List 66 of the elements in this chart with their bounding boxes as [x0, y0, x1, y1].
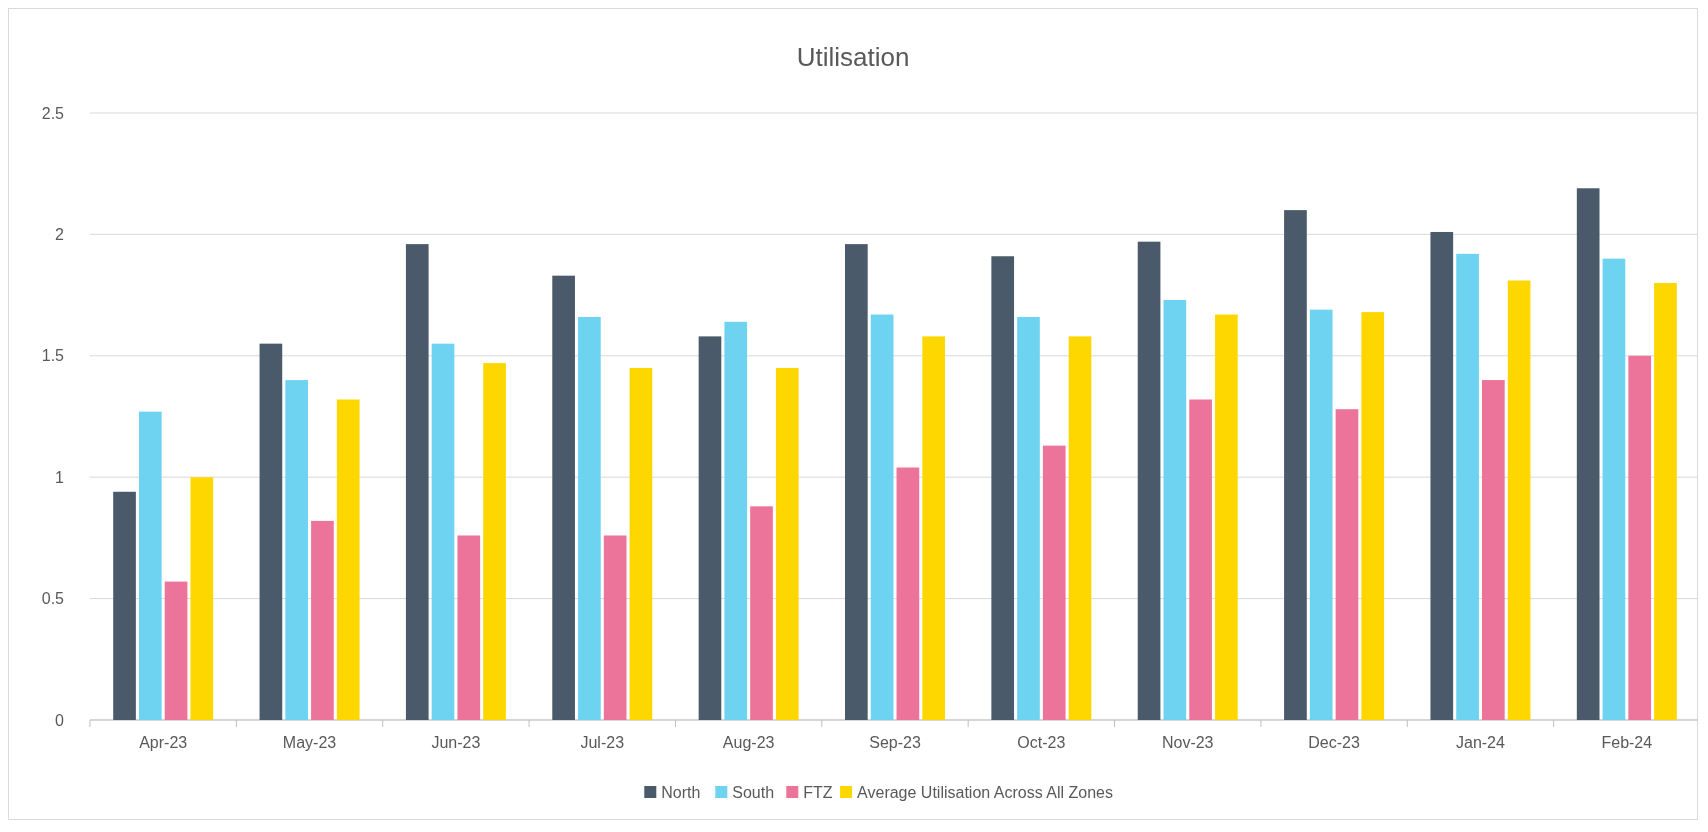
- bar: [552, 275, 575, 720]
- x-tick-label: Jun-23: [431, 734, 481, 751]
- bar: [405, 244, 429, 720]
- x-tick-label: Jul-23: [580, 734, 625, 751]
- legend-label: South: [732, 784, 775, 801]
- chart-title: Utilisation: [796, 42, 910, 72]
- y-tick-label: 1.5: [41, 347, 65, 365]
- x-tick-label: Nov-23: [1161, 734, 1214, 751]
- bar: [1576, 188, 1600, 720]
- bar: [1017, 316, 1040, 720]
- x-tick-label: Jan-24: [1455, 734, 1506, 751]
- bar: [113, 491, 136, 720]
- legend-label: North: [661, 784, 701, 801]
- bar: [1284, 210, 1307, 720]
- y-tick-label: 0: [55, 711, 65, 729]
- bar: [750, 506, 773, 720]
- bar: [896, 467, 920, 720]
- y-tick-label: 1: [55, 468, 65, 486]
- bar: [1456, 253, 1479, 720]
- bar: [164, 581, 188, 720]
- bar: [991, 256, 1015, 720]
- bar: [578, 316, 601, 720]
- bar: [190, 477, 214, 720]
- bar: [629, 367, 653, 720]
- bar: [1628, 355, 1652, 720]
- bar: [483, 363, 506, 720]
- x-tick-label: May-23: [282, 734, 337, 751]
- x-tick-label: Dec-23: [1308, 734, 1360, 751]
- x-tick-label: Sep-23: [869, 734, 921, 751]
- y-tick-label: 2: [55, 226, 65, 243]
- bar: [724, 321, 748, 720]
- bar: [1309, 309, 1333, 720]
- bar: [1507, 280, 1531, 720]
- bar: [431, 343, 455, 720]
- bar: [138, 411, 162, 720]
- bar: [336, 399, 360, 720]
- bar: [259, 343, 283, 720]
- x-tick-label: Oct-23: [1017, 734, 1066, 751]
- bar: [1215, 314, 1238, 720]
- bar: [285, 380, 308, 720]
- bar: [1482, 380, 1505, 720]
- bar: [1137, 241, 1161, 720]
- bar: [922, 336, 945, 720]
- y-tick-label: 2.5: [41, 104, 65, 122]
- bar: [457, 535, 481, 720]
- x-tick-label: Feb-24: [1601, 734, 1653, 751]
- legend-label: Average Utilisation Across All Zones: [857, 784, 1113, 801]
- bar: [1335, 409, 1359, 720]
- bar: [1163, 299, 1187, 720]
- x-tick-label: Aug-23: [722, 734, 775, 751]
- bar: [1654, 282, 1677, 720]
- bar: [1189, 399, 1212, 720]
- bar: [870, 314, 894, 720]
- bar: [1042, 445, 1066, 720]
- bar: [1068, 336, 1092, 720]
- bar: [1602, 258, 1626, 720]
- bar: [603, 535, 627, 720]
- bar: [698, 336, 722, 720]
- x-tick-label: Apr-23: [139, 734, 188, 751]
- legend-label: FTZ: [803, 784, 833, 801]
- bar: [845, 244, 868, 720]
- bar: [1430, 231, 1454, 720]
- bar: [1361, 312, 1385, 720]
- bar: [775, 367, 799, 720]
- y-tick-label: 0.5: [41, 590, 65, 608]
- bar: [311, 520, 334, 720]
